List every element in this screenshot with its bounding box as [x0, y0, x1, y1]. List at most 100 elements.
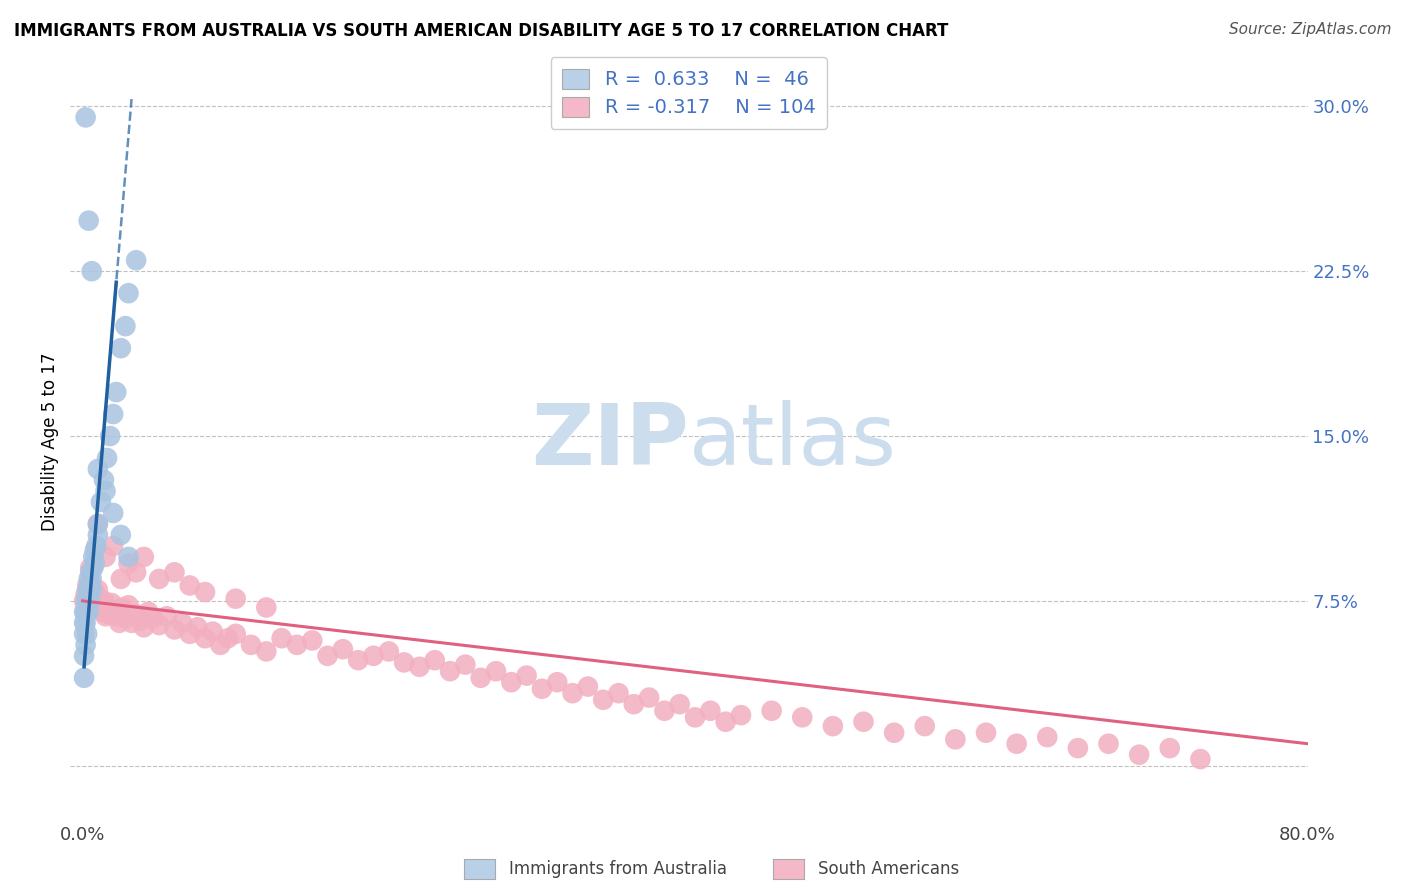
- Text: IMMIGRANTS FROM AUSTRALIA VS SOUTH AMERICAN DISABILITY AGE 5 TO 17 CORRELATION C: IMMIGRANTS FROM AUSTRALIA VS SOUTH AMERI…: [14, 22, 949, 40]
- Point: [76, 605, 98, 619]
- Point: [217, 632, 239, 646]
- Point: [883, 725, 905, 739]
- Text: Source: ZipAtlas.com: Source: ZipAtlas.com: [1229, 22, 1392, 37]
- Point: [117, 286, 139, 301]
- Point: [316, 648, 339, 663]
- Point: [75, 605, 97, 619]
- Point: [83, 543, 105, 558]
- Point: [132, 549, 155, 564]
- Point: [821, 719, 844, 733]
- Point: [485, 664, 508, 678]
- Point: [623, 697, 645, 711]
- Point: [914, 719, 936, 733]
- Point: [75, 587, 97, 601]
- Point: [93, 594, 115, 608]
- Point: [96, 600, 118, 615]
- Point: [82, 561, 104, 575]
- Point: [179, 578, 201, 592]
- Point: [1128, 747, 1150, 762]
- Point: [125, 607, 148, 621]
- Point: [392, 656, 415, 670]
- Point: [108, 615, 131, 630]
- Point: [75, 111, 97, 125]
- Point: [79, 566, 101, 580]
- Point: [79, 594, 101, 608]
- Point: [96, 450, 118, 465]
- Point: [100, 596, 122, 610]
- Point: [75, 615, 97, 630]
- Point: [209, 638, 232, 652]
- Point: [93, 473, 115, 487]
- Point: [77, 582, 100, 597]
- Point: [121, 615, 143, 630]
- Point: [423, 653, 446, 667]
- Point: [761, 704, 783, 718]
- Point: [94, 483, 117, 498]
- Text: ZIP: ZIP: [531, 400, 689, 483]
- Point: [125, 253, 148, 268]
- Point: [105, 609, 128, 624]
- Point: [546, 675, 568, 690]
- Point: [91, 605, 114, 619]
- Point: [501, 675, 523, 690]
- Point: [114, 611, 136, 625]
- Point: [77, 213, 100, 227]
- Point: [87, 516, 110, 531]
- Point: [138, 605, 160, 619]
- Point: [254, 644, 277, 658]
- Point: [668, 697, 690, 711]
- Point: [76, 582, 98, 597]
- Point: [77, 605, 100, 619]
- Point: [101, 506, 124, 520]
- Point: [186, 620, 208, 634]
- Point: [285, 638, 308, 652]
- Point: [79, 576, 101, 591]
- Point: [98, 429, 121, 443]
- Point: [73, 605, 96, 619]
- Point: [270, 632, 292, 646]
- Point: [945, 732, 967, 747]
- Point: [73, 615, 96, 630]
- Point: [332, 642, 354, 657]
- Point: [90, 495, 112, 509]
- Point: [201, 624, 224, 639]
- Point: [1189, 752, 1212, 766]
- Point: [73, 671, 96, 685]
- Point: [225, 591, 247, 606]
- Point: [225, 627, 247, 641]
- Point: [101, 605, 124, 619]
- Point: [607, 686, 630, 700]
- Point: [110, 528, 132, 542]
- Point: [75, 594, 97, 608]
- Point: [76, 627, 98, 641]
- Point: [363, 648, 385, 663]
- Point: [117, 549, 139, 564]
- Point: [105, 385, 128, 400]
- Point: [163, 566, 186, 580]
- Point: [156, 609, 179, 624]
- Point: [638, 690, 661, 705]
- Point: [408, 660, 430, 674]
- Point: [142, 611, 165, 625]
- Point: [654, 704, 676, 718]
- Point: [699, 704, 721, 718]
- Point: [254, 600, 277, 615]
- Point: [110, 341, 132, 355]
- Point: [530, 681, 553, 696]
- Point: [87, 528, 110, 542]
- Point: [90, 599, 112, 613]
- Point: [75, 638, 97, 652]
- Point: [73, 627, 96, 641]
- Point: [730, 708, 752, 723]
- Point: [76, 594, 98, 608]
- Point: [86, 539, 108, 553]
- Point: [163, 623, 186, 637]
- Point: [470, 671, 492, 685]
- Point: [347, 653, 370, 667]
- Point: [125, 566, 148, 580]
- Point: [792, 710, 814, 724]
- Point: [172, 615, 194, 630]
- Point: [82, 590, 104, 604]
- Point: [561, 686, 583, 700]
- Point: [576, 680, 599, 694]
